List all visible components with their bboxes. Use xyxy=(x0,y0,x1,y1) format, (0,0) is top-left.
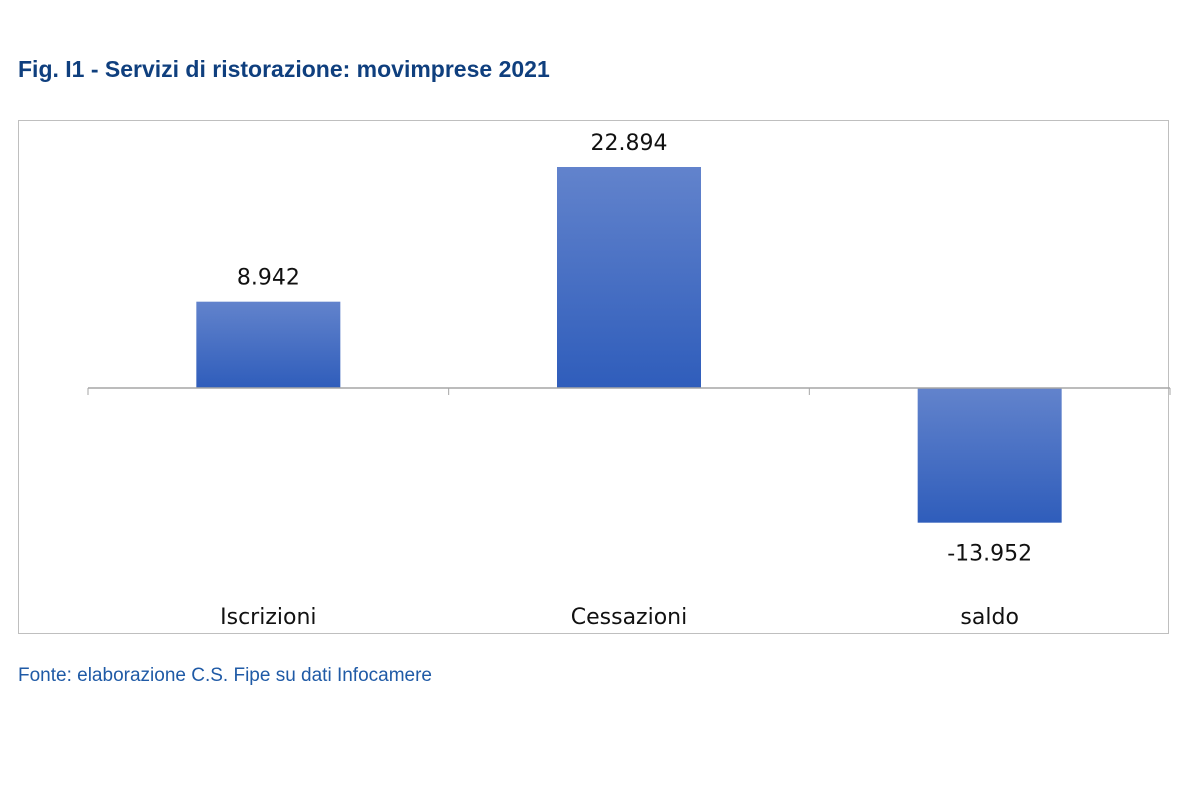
bar-saldo xyxy=(917,388,1062,523)
data-label: -13.952 xyxy=(947,542,1032,567)
data-label: 8.942 xyxy=(237,266,300,291)
source-note: Fonte: elaborazione C.S. Fipe su dati In… xyxy=(18,665,433,686)
bar-cessazioni xyxy=(557,167,701,388)
data-label: 22.894 xyxy=(591,131,668,156)
category-label: saldo xyxy=(960,605,1018,630)
category-label: Iscrizioni xyxy=(220,605,316,630)
chart-frame xyxy=(18,120,1169,634)
chart-title: Fig. I1 - Servizi di ristorazione: movim… xyxy=(18,56,550,82)
category-label: Cessazioni xyxy=(571,605,687,630)
bar-iscrizioni xyxy=(196,301,341,388)
